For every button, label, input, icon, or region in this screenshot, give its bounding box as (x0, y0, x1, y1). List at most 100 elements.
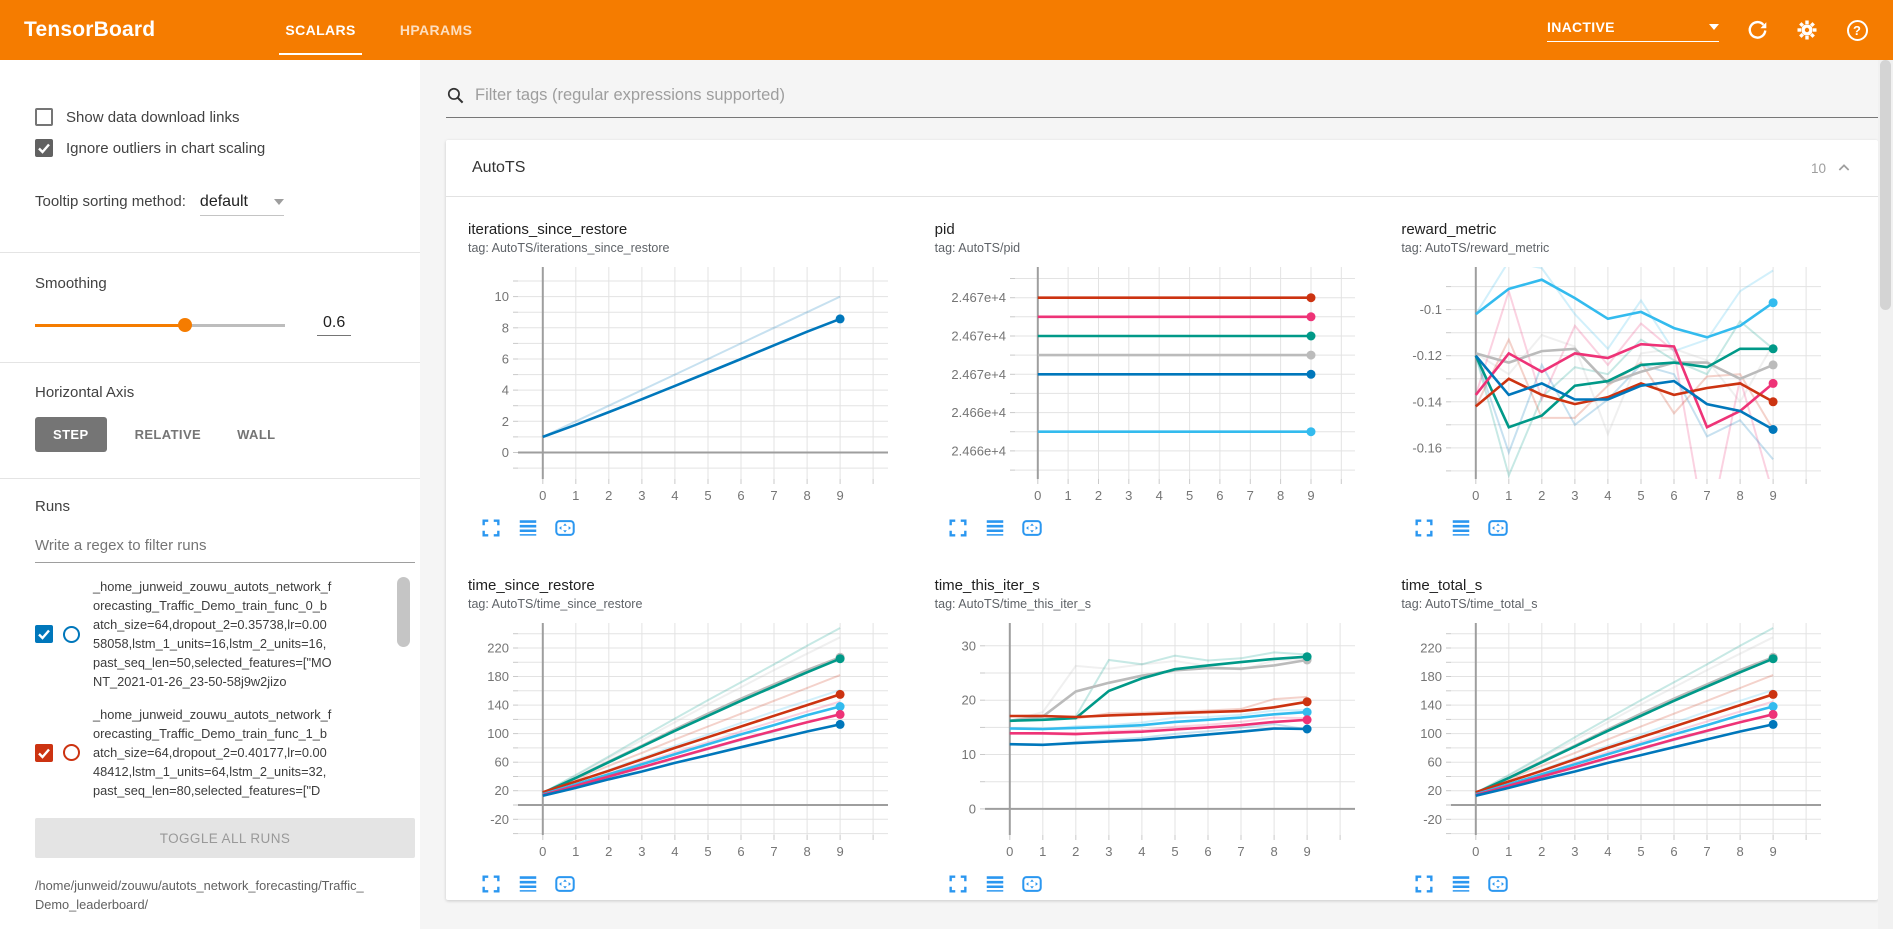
logdir-path: /home/junweid/zouwu/autots_network_forec… (35, 878, 364, 912)
chart-plot[interactable]: -20 20 60 100 140 180 220 0 1 2 3 4 5 6 7 8 9 (1401, 617, 1831, 869)
slider-thumb[interactable] (178, 318, 192, 332)
refresh-icon[interactable] (1745, 18, 1769, 42)
chart-plot[interactable]: 0 10 20 30 0 1 2 3 4 5 6 7 8 9 (935, 617, 1365, 869)
svg-text:1: 1 (1064, 488, 1071, 503)
svg-text:3: 3 (1125, 488, 1132, 503)
chart-tag: tag: AutoTS/pid (934, 241, 1021, 255)
smoothing-value[interactable]: 0.6 (317, 314, 352, 336)
chevron-down-icon (273, 199, 284, 205)
axis-wall-button[interactable]: WALL (237, 427, 276, 442)
runs-selector-icon[interactable] (1450, 873, 1472, 895)
ignore-outliers-checkbox[interactable]: Ignore outliers in chart scaling (35, 139, 385, 157)
chart-tag: tag: AutoTS/time_this_iter_s (934, 597, 1091, 611)
svg-text:4: 4 (1605, 844, 1612, 859)
scalars-dashboard: Filter tags (regular expressions support… (420, 60, 1893, 929)
show-download-links-checkbox[interactable]: Show data download links (35, 108, 385, 126)
checkbox-icon (35, 108, 53, 126)
chart-plot[interactable]: 2.467e+4 2.467e+4 2.467e+4 2.466e+4 2.466e+4… (935, 261, 1365, 513)
expand-chart-icon[interactable] (480, 517, 502, 539)
tag-filter-row[interactable]: Filter tags (regular expressions support… (446, 86, 1878, 118)
svg-text:5: 5 (704, 844, 711, 859)
autots-card-header[interactable]: AutoTS 10 (446, 140, 1878, 197)
runs-selector-icon[interactable] (984, 873, 1006, 895)
tab-bar: SCALARS HPARAMS (263, 0, 494, 60)
chart-plot[interactable]: -20 20 60 100 140 180 220 0 1 2 3 4 5 6 7 8 9 (468, 617, 898, 869)
svg-text:-20: -20 (490, 812, 509, 827)
runs-filter-input[interactable]: Write a regex to filter runs (35, 537, 415, 563)
run-list-item[interactable]: _home_junweid_zouwu_autots_network_forec… (35, 577, 385, 691)
expand-chart-icon[interactable] (947, 873, 969, 895)
runs-selector-icon[interactable] (517, 873, 539, 895)
svg-text:20: 20 (495, 783, 509, 798)
svg-text:0: 0 (1473, 488, 1480, 503)
svg-text:7: 7 (1237, 844, 1244, 859)
svg-text:6: 6 (737, 844, 744, 859)
settings-gear-icon[interactable] (1795, 18, 1819, 42)
page-scrollbar[interactable] (1878, 60, 1893, 929)
axis-relative-button[interactable]: RELATIVE (134, 427, 202, 442)
runs-selector-icon[interactable] (1450, 517, 1472, 539)
help-icon[interactable]: ? (1845, 18, 1869, 42)
svg-text:20: 20 (961, 693, 975, 708)
tab-hparams[interactable]: HPARAMS (399, 22, 473, 38)
svg-text:60: 60 (495, 755, 509, 770)
chart-plot[interactable]: 0 2 4 6 8 10 0 1 2 3 4 5 6 7 8 9 (468, 261, 898, 513)
search-icon (447, 87, 464, 104)
svg-text:2: 2 (1539, 488, 1546, 503)
svg-text:9: 9 (1770, 844, 1777, 859)
chart-toolbar (480, 517, 912, 539)
svg-text:2.466e+4: 2.466e+4 (951, 443, 1006, 458)
fit-domain-icon[interactable] (554, 517, 576, 539)
svg-text:4: 4 (1605, 488, 1612, 503)
runs-selector-icon[interactable] (517, 517, 539, 539)
svg-text:2: 2 (1095, 488, 1102, 503)
run-checkbox-icon[interactable] (35, 743, 53, 762)
reload-status-dropdown[interactable]: INACTIVE (1547, 19, 1719, 42)
expand-chart-icon[interactable] (1413, 517, 1435, 539)
chevron-up-icon[interactable] (1836, 160, 1852, 176)
svg-text:6: 6 (737, 488, 744, 503)
tab-scalars[interactable]: SCALARS (263, 0, 377, 60)
run-radio-icon[interactable] (63, 625, 80, 643)
axis-step-button[interactable]: STEP (35, 417, 107, 452)
svg-text:4: 4 (502, 383, 509, 398)
svg-text:5: 5 (704, 488, 711, 503)
svg-text:-0.14: -0.14 (1413, 394, 1443, 409)
run-list: _home_junweid_zouwu_autots_network_forec… (35, 577, 410, 800)
app-header: TensorBoard SCALARS HPARAMS INACTIVE (0, 0, 1893, 60)
runs-selector-icon[interactable] (984, 517, 1006, 539)
fit-domain-icon[interactable] (1487, 517, 1509, 539)
fit-domain-icon[interactable] (554, 873, 576, 895)
chart-title: iterations_since_restore (468, 221, 628, 238)
svg-text:60: 60 (1428, 755, 1442, 770)
chart-plot[interactable]: -0.1 -0.12 -0.14 -0.16 0 1 2 3 4 5 6 7 8 9 (1401, 261, 1831, 513)
svg-text:9: 9 (836, 488, 843, 503)
svg-text:5: 5 (1638, 844, 1645, 859)
svg-text:2: 2 (1539, 844, 1546, 859)
run-name: _home_junweid_zouwu_autots_network_forec… (93, 579, 332, 689)
expand-chart-icon[interactable] (1413, 873, 1435, 895)
chart-tag: tag: AutoTS/iterations_since_restore (468, 241, 670, 255)
chart-card-time_total_s: time_total_s tag: AutoTS/time_total_s -20 2… (1401, 577, 1845, 895)
run-radio-icon[interactable] (63, 744, 80, 761)
svg-text:3: 3 (1572, 488, 1579, 503)
expand-chart-icon[interactable] (480, 873, 502, 895)
fit-domain-icon[interactable] (1487, 873, 1509, 895)
svg-text:220: 220 (1421, 641, 1443, 656)
fit-domain-icon[interactable] (1021, 517, 1043, 539)
run-list-item[interactable]: _home_junweid_zouwu_autots_network_forec… (35, 705, 385, 800)
horizontal-axis-label: Horizontal Axis (35, 384, 135, 401)
tooltip-sorting-select[interactable]: default (199, 193, 284, 216)
svg-text:100: 100 (1421, 726, 1443, 741)
runs-scrollbar[interactable] (397, 577, 410, 647)
toggle-all-runs-button[interactable]: TOGGLE ALL RUNS (35, 818, 415, 858)
chart-card-reward_metric: reward_metric tag: AutoTS/reward_metric -0… (1401, 221, 1845, 539)
fit-domain-icon[interactable] (1021, 873, 1043, 895)
expand-chart-icon[interactable] (947, 517, 969, 539)
svg-text:9: 9 (1770, 488, 1777, 503)
chart-toolbar (947, 517, 1379, 539)
run-checkbox-icon[interactable] (35, 625, 53, 643)
smoothing-slider[interactable] (35, 318, 285, 332)
chart-tag: tag: AutoTS/time_total_s (1401, 597, 1538, 611)
svg-text:2: 2 (502, 414, 509, 429)
